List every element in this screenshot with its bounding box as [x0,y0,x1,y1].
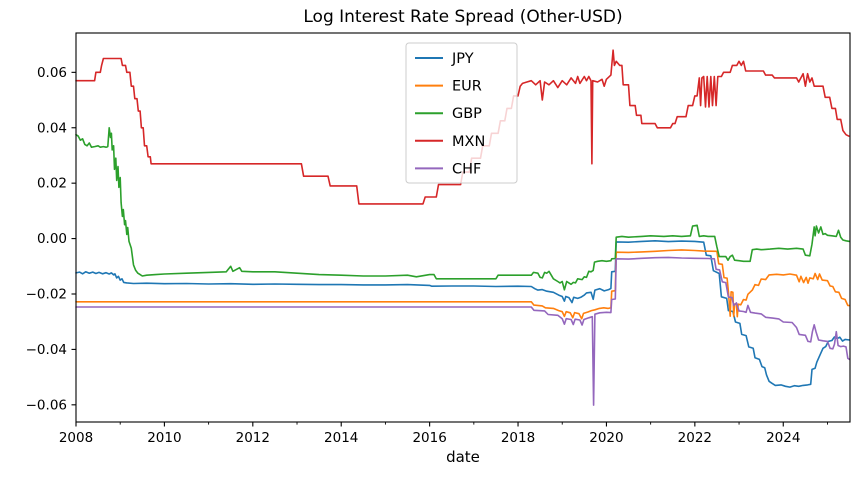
x-tick-label: 2022 [678,430,712,446]
legend-label-gbp: GBP [452,106,482,122]
x-axis-ticks: 2008 2010 2012 2014 2016 2018 2020 2022 2024 [59,422,828,446]
x-tick-label: 2024 [766,430,800,446]
x-tick-label: 2012 [236,430,270,446]
y-tick-label: −0.06 [26,397,67,413]
x-axis-label: date [446,448,480,466]
series-line-mxn [75,49,850,205]
y-tick-label: 0.06 [37,65,67,81]
y-tick-label: 0.02 [37,176,67,192]
legend-label-jpy: JPY [451,51,474,67]
legend-box [405,42,518,184]
legend-label-eur: EUR [452,79,482,95]
chart-title: Log Interest Rate Spread (Other-USD) [303,7,622,27]
plot-border [75,32,851,423]
y-tick-label: −0.02 [26,286,67,302]
y-tick-label: 0.04 [37,120,67,136]
legend-label-mxn: MXN [452,134,485,150]
legend: JPY EUR GBP MXN CHF [405,42,518,184]
x-tick-label: 2010 [147,430,181,446]
y-axis-ticks: 0.06 0.04 0.02 0.00 −0.02 −0.04 −0.06 [26,65,76,413]
series-lines [75,49,851,406]
series-line-eur [75,249,851,320]
x-tick-label: 2016 [412,430,446,446]
x-tick-label: 2020 [589,430,623,446]
x-tick-label: 2018 [501,430,535,446]
x-tick-label: 2014 [324,430,358,446]
series-line-gbp [75,127,851,291]
x-tick-label: 2008 [59,430,93,446]
series-line-jpy [75,240,851,388]
legend-label-chf: CHF [452,161,481,177]
series-line-chf [75,256,851,406]
y-tick-label: 0.00 [37,231,67,247]
y-tick-label: −0.04 [26,342,67,358]
